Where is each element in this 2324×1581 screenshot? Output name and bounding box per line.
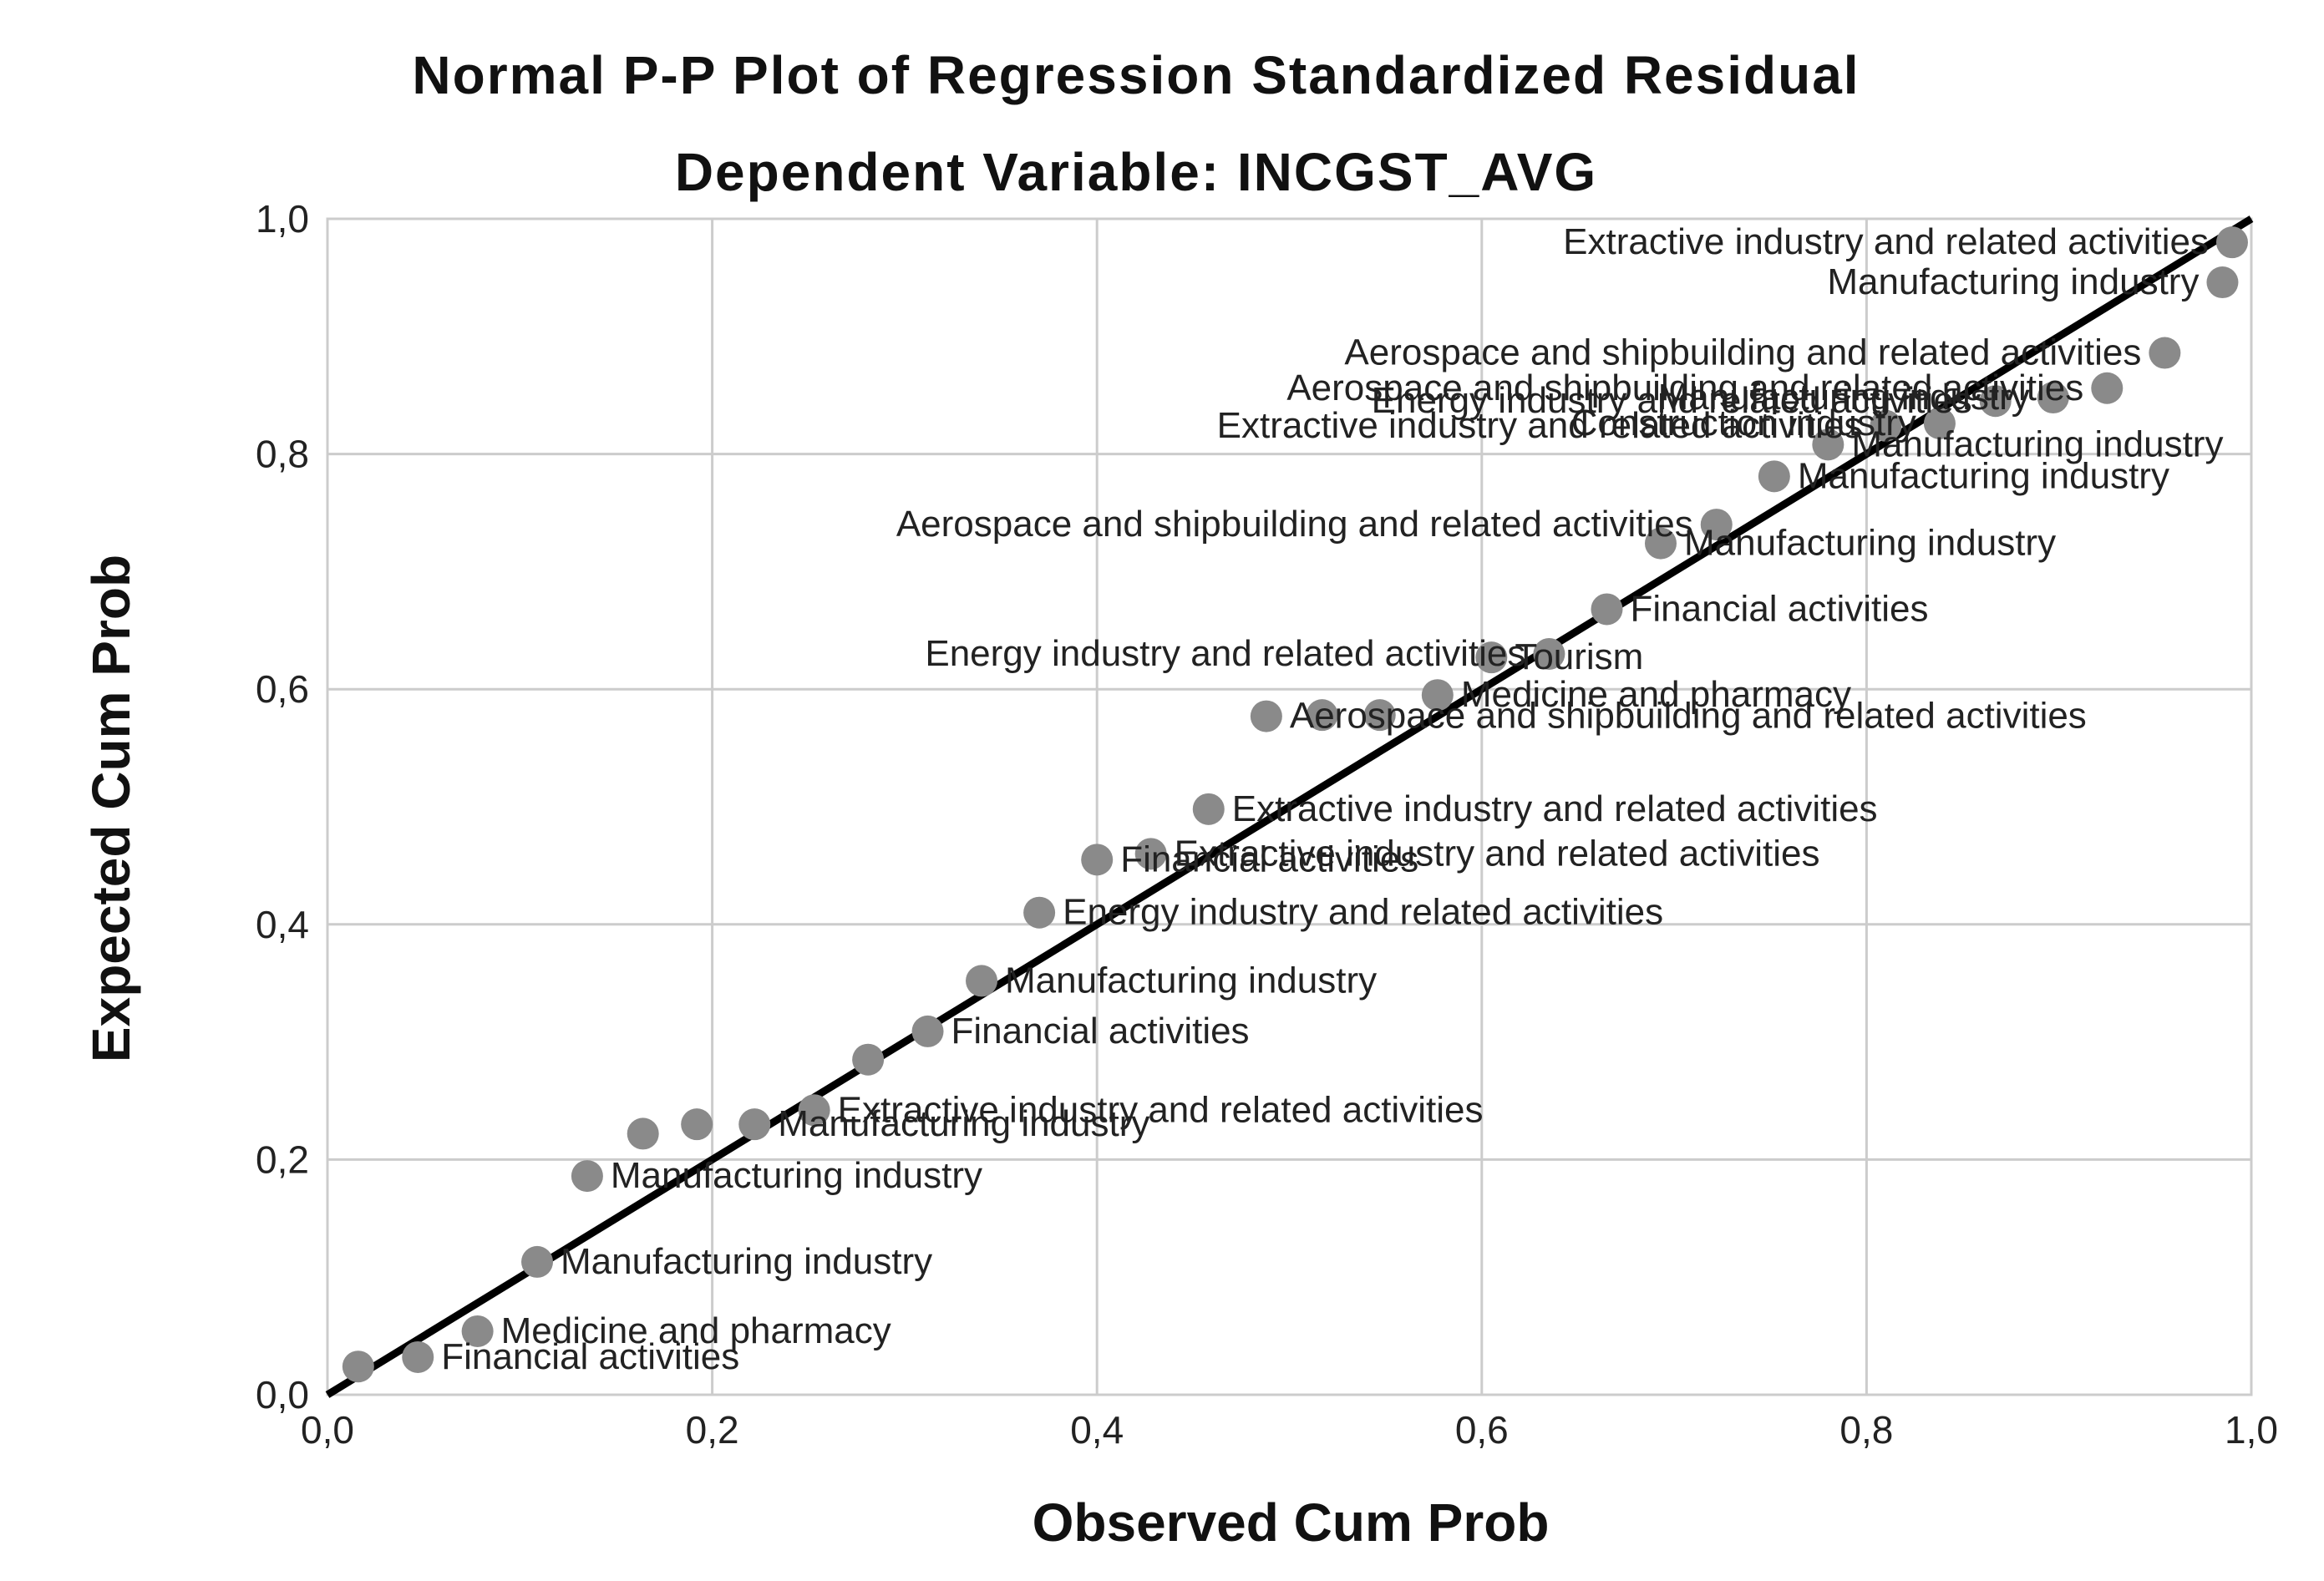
data-point	[1251, 701, 1282, 732]
data-point	[738, 1108, 770, 1140]
point-label: Energy industry and related activities	[1063, 892, 1663, 933]
data-point	[1081, 844, 1113, 875]
point-label: Manufacturing industry	[561, 1241, 932, 1282]
x-tick-label: 1,0	[2225, 1408, 2278, 1452]
point-label: Manufacturing industry	[1684, 523, 2056, 564]
data-point	[1591, 593, 1622, 625]
x-tick-label: 0,2	[686, 1408, 739, 1452]
point-label: Manufacturing industry	[1005, 960, 1377, 1001]
data-point	[852, 1044, 884, 1076]
point-label: Extractive industry and related activiti…	[838, 1089, 1484, 1130]
x-tick-label: 0,6	[1455, 1408, 1509, 1452]
data-point	[1023, 897, 1055, 929]
y-tick-label: 0,2	[256, 1138, 309, 1181]
data-point	[2149, 337, 2180, 369]
point-label: Manufacturing industry	[1827, 261, 2199, 302]
point-label: Financial activities	[951, 1011, 1250, 1051]
data-point	[521, 1246, 553, 1278]
chart-subtitle: Dependent Variable: INCGST_AVG	[675, 142, 1597, 202]
point-label: Extractive industry and related activiti…	[1175, 833, 1820, 874]
data-point	[681, 1108, 713, 1140]
point-label: Manufacturing industry	[611, 1155, 982, 1196]
data-point	[1758, 460, 1790, 492]
chart-title: Normal P-P Plot of Regression Standardiz…	[412, 45, 1860, 105]
point-label: Aerospace and shipbuilding and related a…	[1344, 332, 2141, 373]
data-point	[571, 1160, 603, 1192]
data-point	[402, 1341, 434, 1373]
data-point	[2216, 226, 2248, 258]
point-label: Aerospace and shipbuilding and related a…	[896, 504, 1693, 545]
point-label: Medicine and pharmacy	[1461, 674, 1851, 715]
data-point	[2091, 372, 2123, 404]
y-tick-label: 0,4	[256, 903, 309, 946]
data-point	[627, 1117, 659, 1149]
point-label: Medicine and pharmacy	[501, 1310, 891, 1351]
y-tick-label: 0,0	[256, 1373, 309, 1416]
data-point	[343, 1350, 374, 1382]
data-point	[1193, 793, 1225, 825]
point-label: Tourism	[1515, 636, 1643, 677]
y-tick-label: 1,0	[256, 197, 309, 241]
point-label: Financial activities	[1630, 588, 1928, 629]
x-tick-label: 0,4	[1070, 1408, 1124, 1452]
data-point	[966, 965, 997, 996]
y-tick-label: 0,8	[256, 433, 309, 476]
point-label: Extractive industry and related activiti…	[1563, 221, 2209, 262]
y-axis-label: Expected Cum Prob	[81, 555, 141, 1062]
point-label: Aerospace and shipbuilding and related a…	[1286, 367, 2083, 408]
point-label: Extractive industry and related activiti…	[1232, 788, 1878, 829]
data-point	[2206, 266, 2238, 298]
x-axis-label: Observed Cum Prob	[1033, 1492, 1550, 1553]
data-point	[912, 1016, 944, 1047]
x-tick-label: 0,8	[1839, 1408, 1893, 1452]
y-tick-label: 0,6	[256, 667, 309, 711]
point-label: Energy industry and related activities	[925, 633, 1525, 674]
